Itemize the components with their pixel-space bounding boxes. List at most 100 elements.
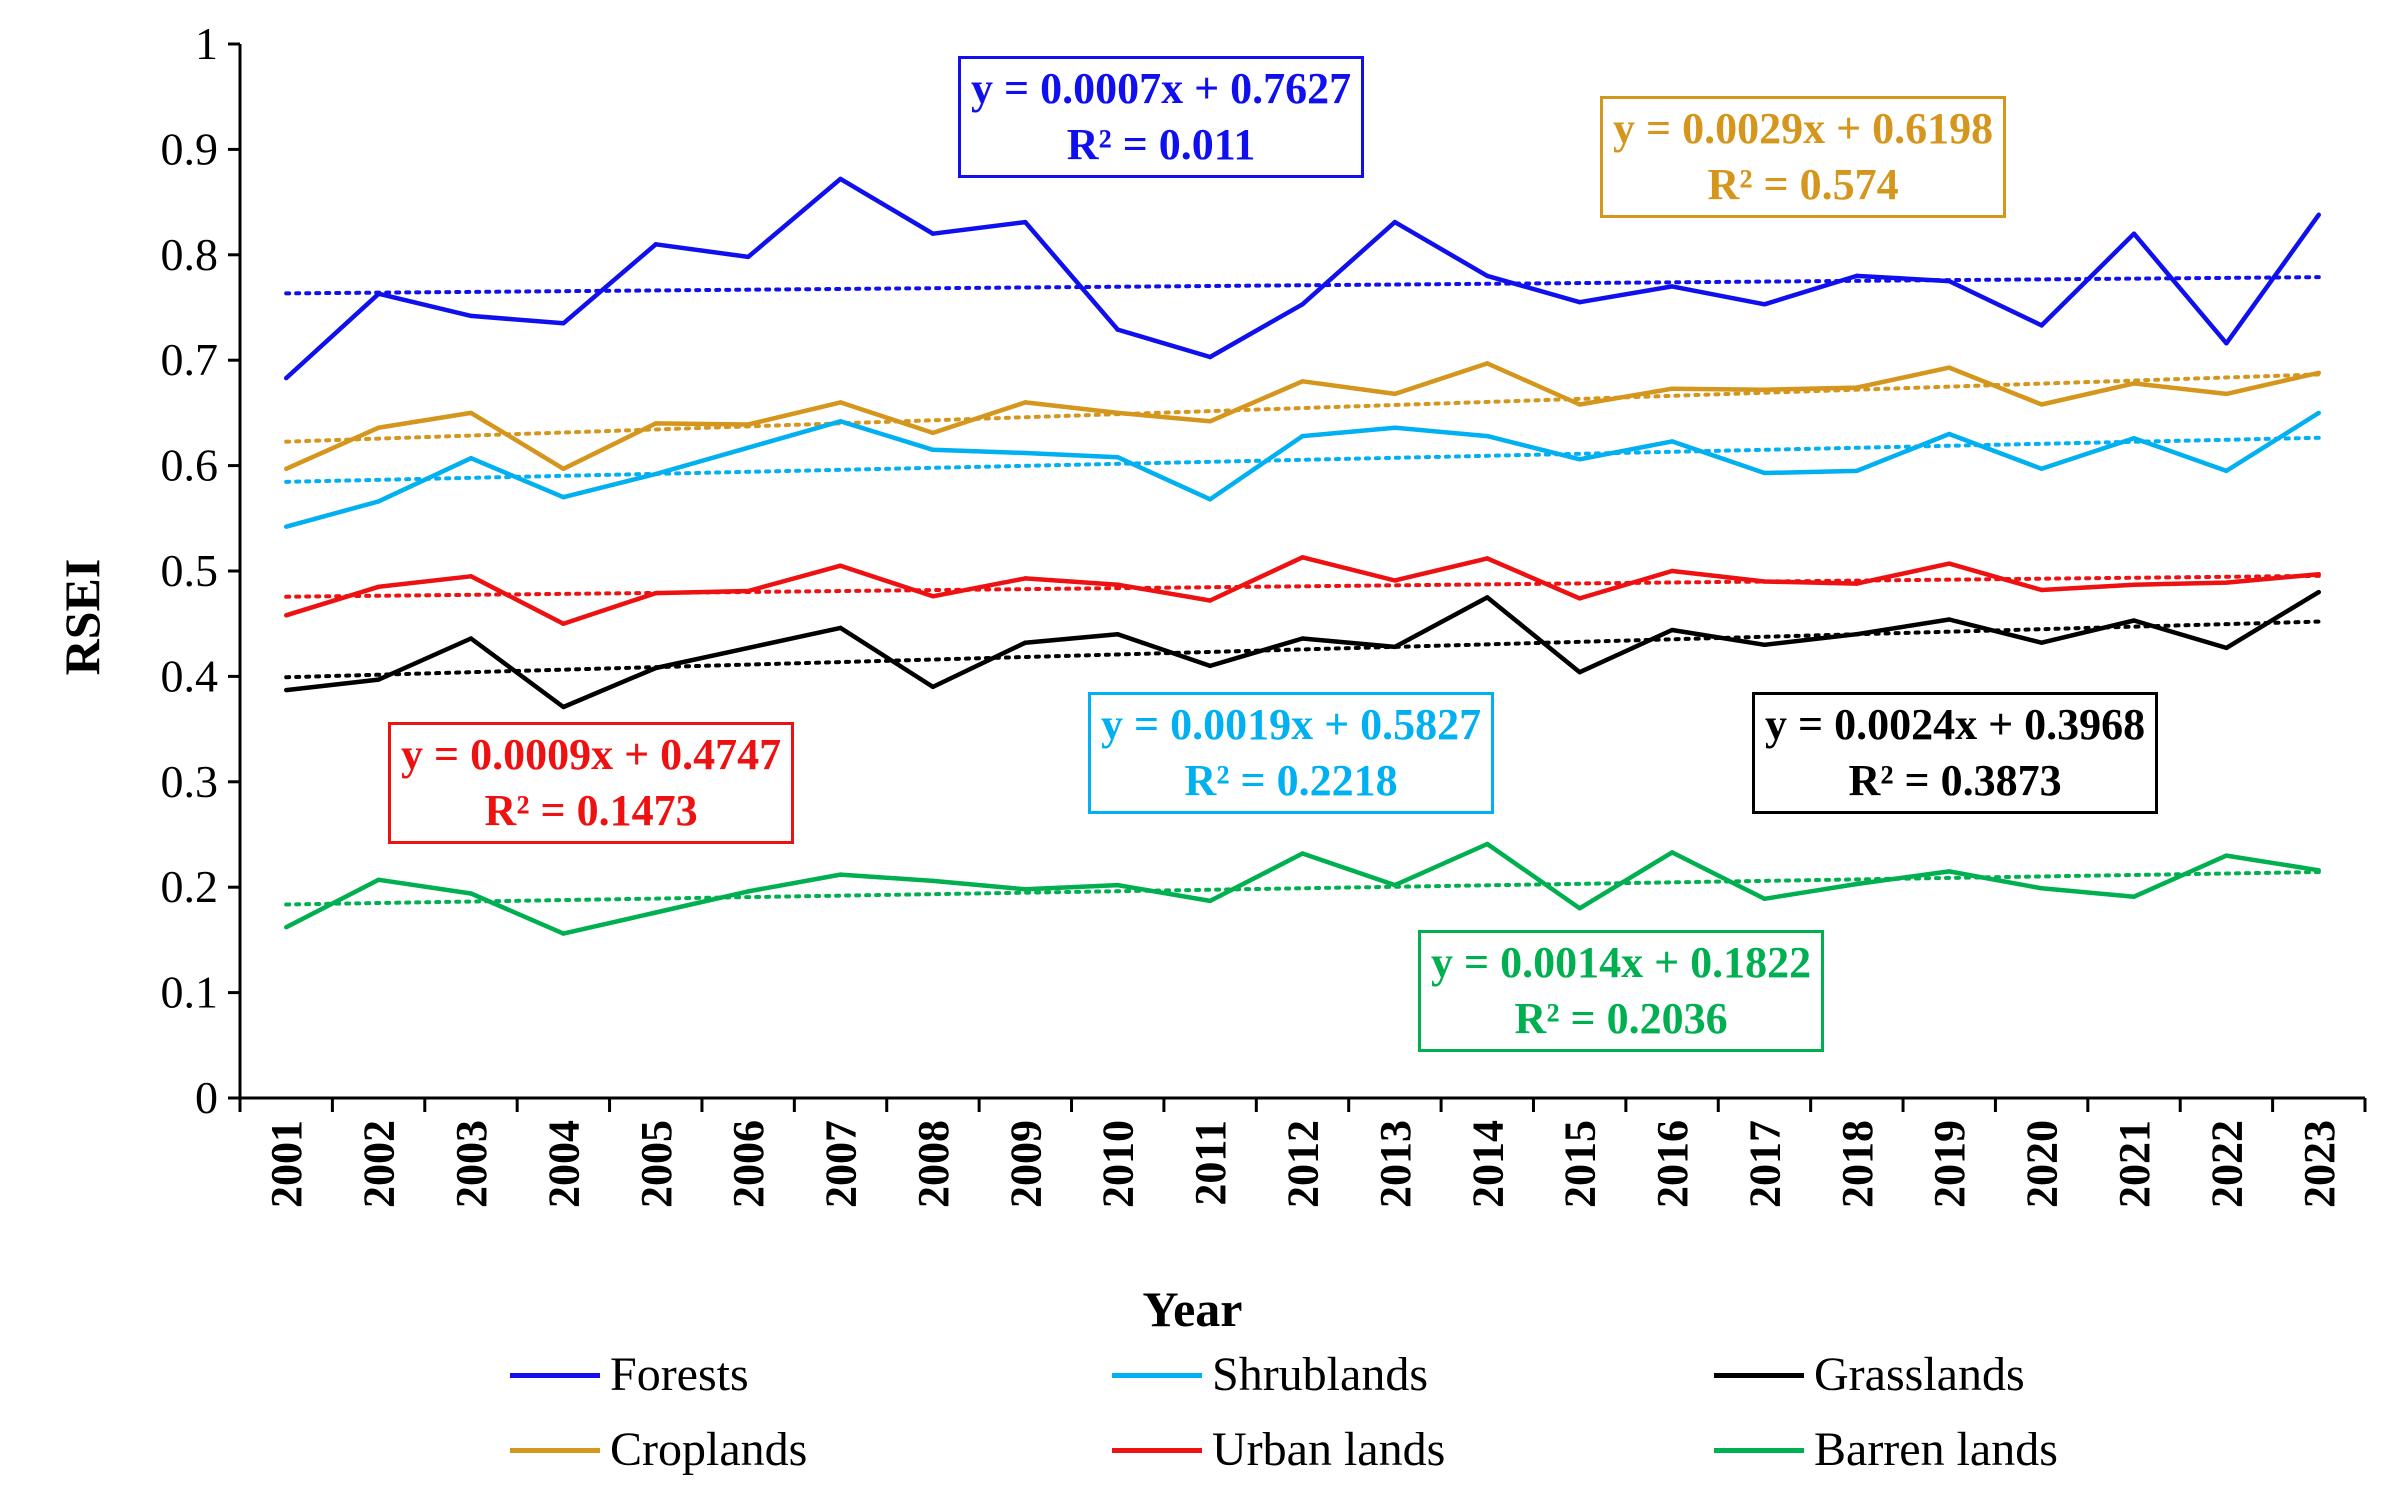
data-point-barren-lands — [1577, 906, 1582, 911]
data-point-barren-lands — [1023, 887, 1028, 892]
y-tick-label: 0.1 — [161, 967, 219, 1018]
data-point-urban-lands — [283, 613, 289, 618]
data-point-croplands — [1762, 387, 1767, 392]
barren-lands-trend-annotation: y = 0.0014x + 0.1822 R² = 0.2036 — [1418, 930, 1825, 1052]
barren-lands-r2: R² = 0.2036 — [1514, 994, 1728, 1043]
legend-swatch-forests — [510, 1373, 600, 1378]
trendline-croplands — [284, 372, 2321, 444]
data-point-shrublands — [1207, 497, 1213, 502]
data-point-shrublands — [745, 445, 751, 450]
data-point-shrublands — [283, 524, 289, 529]
data-point-urban-lands — [930, 594, 936, 599]
data-point-croplands — [838, 400, 843, 405]
data-point-shrublands — [1392, 425, 1398, 430]
data-point-grasslands — [1300, 636, 1305, 641]
legend-swatch-urban-lands — [1112, 1448, 1202, 1453]
data-point-grasslands — [1854, 632, 1860, 637]
data-point-barren-lands — [1669, 850, 1675, 855]
data-point-forests — [1669, 284, 1675, 289]
grasslands-r2: R² = 0.3873 — [1848, 756, 2062, 805]
data-point-shrublands — [2039, 466, 2044, 471]
data-point-croplands — [1115, 410, 1120, 416]
shrublands-equation: y = 0.0019x + 0.5827 — [1101, 700, 1482, 749]
data-point-shrublands — [1947, 431, 1952, 437]
data-point-urban-lands — [2131, 582, 2137, 587]
series-line-shrublands — [285, 410, 2320, 529]
data-point-barren-lands — [1115, 882, 1120, 888]
legend-label-barren-lands: Barren lands — [1814, 1423, 2058, 1476]
data-point-barren-lands — [468, 891, 474, 896]
x-tick-label: 2010 — [1094, 1120, 1143, 1208]
x-tick-label: 2006 — [724, 1120, 773, 1208]
data-point-grasslands — [653, 665, 658, 671]
forests-equation: y = 0.0007x + 0.7627 — [971, 64, 1352, 113]
data-point-forests — [930, 231, 936, 236]
data-point-croplands — [1669, 386, 1675, 391]
data-point-forests — [1023, 219, 1028, 225]
x-axis-label: Year — [1142, 1281, 1243, 1337]
data-point-forests — [1300, 302, 1305, 307]
data-point-croplands — [468, 410, 474, 416]
data-point-croplands — [283, 466, 289, 471]
series-urban-lands — [283, 555, 2322, 626]
data-point-barren-lands — [2131, 894, 2137, 899]
data-point-grasslands — [468, 636, 474, 641]
data-point-forests — [1392, 219, 1398, 225]
trendline-barren-lands — [284, 870, 2321, 907]
x-tick-label: 2020 — [2018, 1120, 2067, 1208]
legend-swatch-grasslands — [1714, 1373, 1804, 1378]
forests-trend-annotation: y = 0.0007x + 0.7627 R² = 0.011 — [958, 56, 1365, 178]
legend-label-shrublands: Shrublands — [1212, 1348, 1428, 1401]
data-point-forests — [1207, 354, 1213, 360]
data-point-forests — [1762, 302, 1767, 307]
legend-label-grasslands: Grasslands — [1814, 1348, 2025, 1401]
series-line-barren-lands — [285, 841, 2320, 936]
x-tick-label: 2004 — [539, 1120, 588, 1208]
data-point-forests — [2316, 212, 2322, 217]
x-tick-label: 2003 — [447, 1120, 496, 1208]
data-point-shrublands — [1577, 457, 1582, 462]
data-point-urban-lands — [1023, 576, 1028, 581]
series-barren-lands — [283, 841, 2322, 936]
data-point-shrublands — [1485, 433, 1490, 439]
x-tick-label: 2022 — [2202, 1120, 2251, 1208]
y-tick-label: 0 — [195, 1072, 218, 1123]
data-point-forests — [838, 176, 843, 182]
barren-lands-equation: y = 0.0014x + 0.1822 — [1431, 938, 1812, 987]
y-tick-label: 1 — [195, 18, 218, 69]
data-point-urban-lands — [1854, 581, 1860, 586]
data-point-urban-lands — [376, 584, 381, 590]
data-point-grasslands — [561, 704, 566, 710]
data-point-urban-lands — [1762, 579, 1767, 584]
data-point-croplands — [1947, 365, 1952, 370]
data-point-croplands — [1392, 391, 1398, 397]
data-point-forests — [376, 291, 381, 296]
shrublands-trend-annotation: y = 0.0019x + 0.5827 R² = 0.2218 — [1088, 692, 1495, 814]
data-point-croplands — [1485, 361, 1490, 366]
x-tick-label: 2015 — [1556, 1120, 1605, 1208]
data-point-grasslands — [930, 684, 936, 690]
x-tick-label: 2012 — [1279, 1120, 1328, 1208]
data-point-grasslands — [838, 625, 843, 631]
data-point-barren-lands — [1392, 882, 1398, 888]
data-point-barren-lands — [561, 931, 566, 936]
data-point-urban-lands — [2039, 587, 2044, 593]
data-point-croplands — [1577, 402, 1582, 407]
x-tick-label: 2008 — [909, 1120, 958, 1208]
y-tick-label: 0.5 — [161, 545, 219, 596]
x-tick-label: 2013 — [1371, 1120, 1420, 1208]
data-point-croplands — [2131, 381, 2137, 386]
data-point-urban-lands — [745, 588, 751, 594]
series-forests — [283, 176, 2322, 381]
x-tick-label: 2001 — [262, 1120, 311, 1208]
data-point-croplands — [1207, 419, 1213, 424]
data-point-shrublands — [838, 419, 843, 424]
data-point-barren-lands — [2039, 886, 2044, 891]
legend-swatch-barren-lands — [1714, 1448, 1804, 1453]
x-tick-label: 2007 — [817, 1120, 866, 1208]
series-line-urban-lands — [285, 555, 2320, 626]
data-point-barren-lands — [930, 878, 936, 884]
data-point-grasslands — [2039, 640, 2044, 645]
data-point-shrublands — [376, 499, 381, 504]
